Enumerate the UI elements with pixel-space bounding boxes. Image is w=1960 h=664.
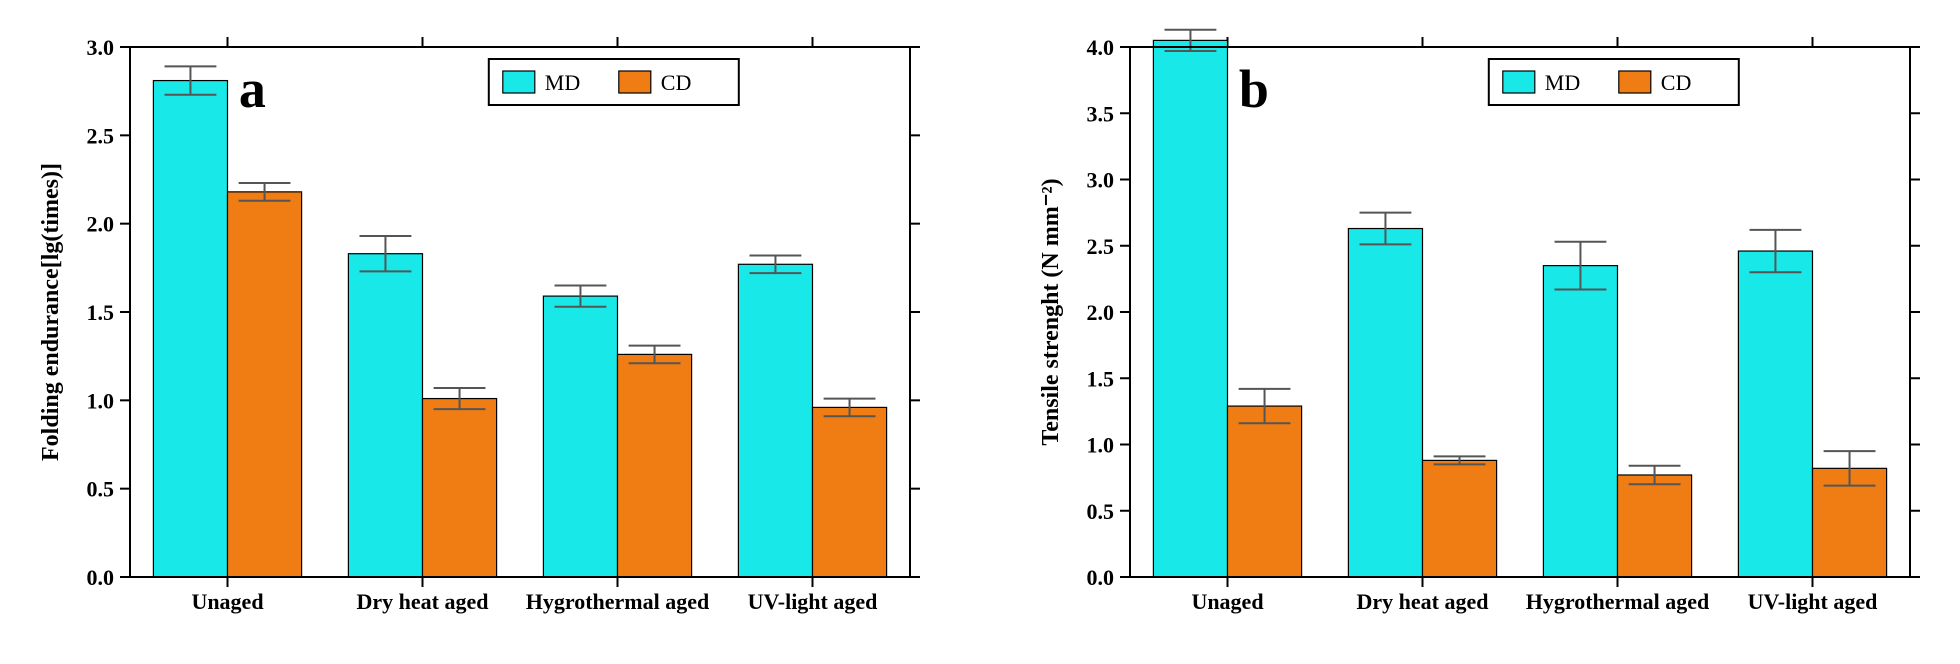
legend-label-md: MD [545, 70, 580, 95]
y-axis-label: Folding endurance[lg(times)] [38, 163, 64, 461]
y-tick-label: 2.0 [87, 212, 115, 237]
panel-letter: a [239, 59, 266, 119]
md-bar [1348, 229, 1422, 577]
y-tick-label: 1.0 [87, 388, 115, 413]
cd-bar [813, 407, 887, 577]
md-bar [738, 264, 812, 577]
y-tick-label: 2.5 [87, 123, 115, 148]
x-tick-label: Unaged [1191, 589, 1263, 614]
x-tick-label: Unaged [191, 589, 263, 614]
legend-swatch-cd [1619, 71, 1651, 93]
y-tick-label: 3.0 [87, 35, 115, 60]
legend-label-cd: CD [661, 70, 692, 95]
cd-bar [1423, 460, 1497, 577]
x-tick-label: Dry heat aged [357, 589, 489, 614]
y-tick-label: 0.5 [87, 477, 115, 502]
legend-swatch-md [503, 71, 535, 93]
legend-swatch-cd [619, 71, 651, 93]
x-tick-label: UV-light aged [1748, 589, 1878, 614]
y-tick-label: 4.0 [1087, 35, 1115, 60]
md-bar [1738, 251, 1812, 577]
md-bar [543, 296, 617, 577]
y-tick-label: 2.5 [1087, 234, 1115, 259]
md-bar [153, 81, 227, 577]
y-tick-label: 3.0 [1087, 168, 1115, 193]
y-tick-label: 1.0 [1087, 433, 1115, 458]
y-tick-label: 1.5 [1087, 366, 1115, 391]
md-bar [1543, 266, 1617, 577]
x-tick-label: UV-light aged [748, 589, 878, 614]
panel-letter: b [1239, 59, 1269, 119]
panel_a-svg: 0.0 0.5 1.0 1.5 2.0 2.5 3.0 Unaged Dry heat aged… [20, 22, 940, 642]
md-bar [348, 254, 422, 577]
x-tick-label: Hygrothermal aged [1526, 589, 1710, 614]
x-tick-label: Dry heat aged [1357, 589, 1489, 614]
panel-b: 0.0 0.5 1.0 1.5 2.0 2.5 3.0 3.5 4.0 Unaged Dry hea… [1020, 22, 1940, 642]
cd-bar [228, 192, 302, 577]
cd-bar [1228, 406, 1302, 577]
y-axis-label: Tensile strenght (N mm⁻²) [1038, 178, 1064, 445]
panel-a: 0.0 0.5 1.0 1.5 2.0 2.5 3.0 Unaged Dry heat aged… [20, 22, 940, 642]
y-tick-label: 0.0 [87, 565, 115, 590]
x-tick-label: Hygrothermal aged [526, 589, 710, 614]
md-bar [1153, 40, 1227, 577]
panel_b-svg: 0.0 0.5 1.0 1.5 2.0 2.5 3.0 3.5 4.0 Unaged Dry hea… [1020, 22, 1940, 642]
legend-label-md: MD [1545, 70, 1580, 95]
y-tick-label: 3.5 [1087, 101, 1115, 126]
figure-row: 0.0 0.5 1.0 1.5 2.0 2.5 3.0 Unaged Dry heat aged… [0, 0, 1960, 664]
y-tick-label: 2.0 [1087, 300, 1115, 325]
legend-swatch-md [1503, 71, 1535, 93]
cd-bar [423, 399, 497, 577]
y-tick-label: 0.5 [1087, 499, 1115, 524]
cd-bar [618, 354, 692, 577]
cd-bar [1618, 475, 1692, 577]
legend-label-cd: CD [1661, 70, 1692, 95]
y-tick-label: 1.5 [87, 300, 115, 325]
y-tick-label: 0.0 [1087, 565, 1115, 590]
